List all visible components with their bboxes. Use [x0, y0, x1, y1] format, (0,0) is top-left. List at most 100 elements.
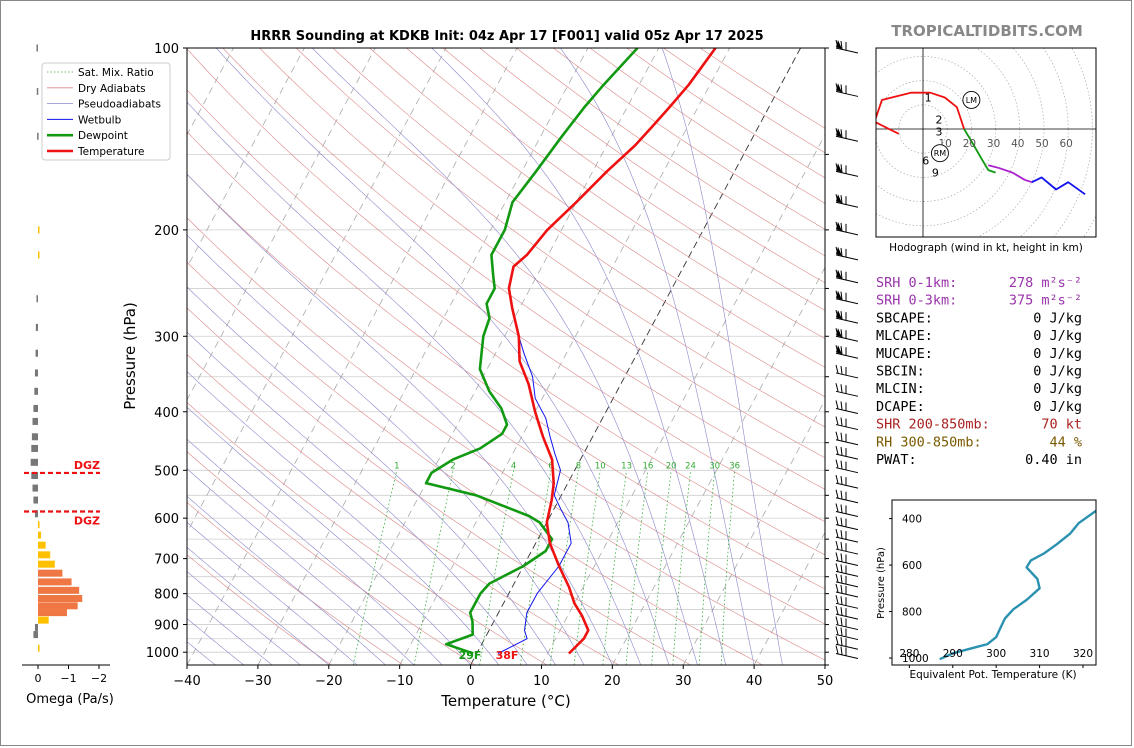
- pseudo-adiabat-line: [311, 48, 698, 665]
- omega-bar: [38, 586, 80, 594]
- isotherm-line: [187, 48, 518, 665]
- omega-bar: [34, 623, 38, 631]
- stat-value: 44 %: [1049, 434, 1082, 450]
- mixing-ratio-label: 4: [511, 461, 516, 471]
- isotherm-line: [0, 48, 21, 665]
- theta-e-profile: [939, 509, 1096, 661]
- legend-label: Sat. Mix. Ratio: [78, 67, 154, 79]
- omega-bar: [33, 404, 38, 412]
- theta-e-panel: 280 290 300 310 320 400 600 800 1000 Equivalent …: [876, 499, 1097, 681]
- hodograph-ring-label: 20: [963, 138, 976, 150]
- hodograph-segment: [963, 128, 996, 174]
- mixing-ratio-line: [625, 470, 649, 665]
- wind-barb-icon: [835, 626, 859, 641]
- hodograph-caption: Hodograph (wind in kt, height in km): [889, 242, 1083, 254]
- omega-bar: [38, 560, 55, 568]
- legend: Sat. Mix. Ratio Dry Adiabats Pseudoadiabat…: [41, 62, 171, 161]
- y-tick-label: 900: [154, 619, 179, 634]
- wind-barb-icon: [835, 529, 859, 543]
- mixing-ratio-line: [720, 470, 736, 665]
- stat-value: 0 J/kg: [1033, 381, 1082, 397]
- legend-label: Dry Adiabats: [78, 83, 146, 95]
- omega-bar: [33, 496, 38, 504]
- storm-motion-marker: [962, 91, 981, 109]
- wind-pennant-icon: [836, 290, 842, 300]
- hodograph-ring-label: 50: [1035, 138, 1048, 150]
- theta-e-xtick-label: 310: [1030, 648, 1050, 660]
- pseudo-adiabat-line: [187, 406, 471, 665]
- legend-box: [41, 62, 171, 161]
- mixing-ratio-line: [573, 470, 601, 665]
- wind-pennant-icon: [836, 310, 842, 320]
- wind-pennant-icon: [836, 246, 842, 256]
- omega-bar: [38, 226, 40, 234]
- storm-motion-label: LM: [966, 96, 977, 105]
- x-tick-label: 20: [604, 674, 621, 689]
- legend-label: Wetbulb: [78, 114, 122, 126]
- hodograph-rings: [876, 48, 1096, 237]
- pseudo-adiabat-line: [187, 371, 500, 665]
- wind-barb-icon: [835, 431, 859, 446]
- pseudo-adiabat-line: [187, 571, 301, 665]
- omega-bar: [37, 132, 39, 140]
- mixing-ratio-label: 1: [394, 461, 399, 471]
- hodograph-segment: [876, 91, 965, 135]
- mixing-ratio-label: 10: [595, 461, 606, 471]
- stat-label: SBCAPE:: [876, 310, 933, 326]
- wind-barb-icon: [835, 503, 859, 518]
- x-tick-label: −20: [315, 674, 342, 689]
- dry-adiabat-line: [187, 217, 825, 661]
- pseudo-adiabat-line: [431, 48, 727, 665]
- omega-bar: [38, 602, 78, 610]
- omega-bar: [31, 433, 38, 441]
- stat-label: RH 300-850mb:: [876, 434, 982, 450]
- omega-bar: [32, 484, 38, 492]
- omega-bar: [38, 551, 51, 559]
- surface-temperature-label: 38F: [496, 649, 519, 662]
- dry-adiabat-line: [222, 48, 825, 490]
- mixing-ratio-line: [413, 470, 454, 665]
- mixing-ratio-label: 8: [576, 461, 581, 471]
- hodograph-height-label: 1: [925, 92, 932, 105]
- mixing-ratio-line: [698, 470, 716, 665]
- wind-barb-icon: [835, 489, 859, 504]
- isotherm-line: [611, 266, 825, 665]
- omega-bar: [31, 472, 38, 480]
- theta-e-xtick-label: 290: [943, 648, 963, 660]
- theta-e-axes: 280 290 300 310 320 400 600 800 1000: [889, 514, 1093, 668]
- mixing-ratio-line: [520, 470, 552, 665]
- x-tick-label: −30: [244, 674, 271, 689]
- mixing-ratio-line: [651, 470, 672, 665]
- omega-bar: [38, 595, 83, 603]
- omega-panel: 0 −1 −2 Omega (Pa/s) DGZ DGZ: [22, 44, 114, 707]
- omega-axis-label: Omega (Pa/s): [26, 692, 114, 707]
- dry-adiabat-line: [187, 554, 332, 665]
- skew-t-frame: [186, 47, 826, 666]
- wind-barb-icon: [835, 645, 859, 659]
- wind-pennant-icon: [836, 328, 842, 338]
- wind-barb-icon: [835, 540, 859, 555]
- chart-title: HRRR Sounding at KDKB Init: 04z Apr 17 […: [250, 29, 763, 44]
- y-tick-label: 500: [154, 464, 179, 479]
- dry-adiabat-line: [332, 48, 825, 398]
- x-tick-label: 30: [675, 674, 692, 689]
- wind-barb-icon: [835, 383, 859, 397]
- y-tick-label: 1000: [146, 646, 179, 661]
- omega-bar: [35, 349, 38, 357]
- omega-bar: [32, 417, 38, 425]
- omega-bar: [38, 644, 40, 652]
- hodograph-frame: [875, 47, 1097, 238]
- theta-e-xlabel: Equivalent Pot. Temperature (K): [909, 669, 1076, 681]
- stat-label: SRH 0-1km:: [876, 275, 957, 291]
- y-tick-label: 200: [154, 224, 179, 239]
- hodograph-ring-label: 40: [1011, 138, 1024, 150]
- y-tick-label: 100: [154, 42, 179, 57]
- wind-barb-icon: [835, 595, 859, 609]
- pseudo-adiabat-line: [661, 48, 783, 665]
- omega-bar: [38, 531, 42, 539]
- wind-barb-icon: [835, 416, 859, 431]
- pseudo-adiabat-line: [187, 438, 443, 665]
- pseudo-adiabat-line: [187, 234, 585, 665]
- mixing-ratio-line: [549, 470, 579, 665]
